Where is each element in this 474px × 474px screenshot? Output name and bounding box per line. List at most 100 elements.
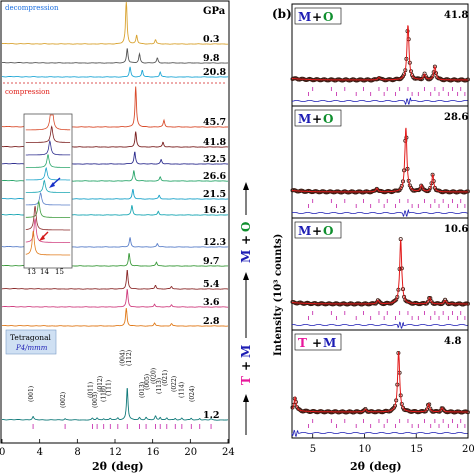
phase-label-part: O (323, 10, 333, 24)
hkl-label: (110) (101, 386, 108, 402)
pressure-label: 9.8 (203, 53, 220, 64)
x-tick-label: 20 (462, 444, 474, 455)
pressure-label: 45.7 (203, 117, 226, 128)
x-tick-label: 24 (222, 447, 235, 458)
phase-label-part: M (298, 224, 311, 238)
difference-curve (291, 209, 468, 217)
pressure-label: 5.4 (203, 279, 220, 290)
phase-label-o: O (239, 222, 253, 232)
phase-label-part: + (312, 10, 322, 24)
phase-label-part: M (298, 112, 311, 126)
hkl-label: (012) (97, 376, 104, 392)
hkl-label: (111) (105, 380, 112, 396)
pressure-label: 41.8 (203, 137, 227, 148)
inset-tick-14: 14 (40, 268, 49, 276)
hkl-label: (022) (171, 376, 178, 392)
trace-3_6 (1, 288, 228, 308)
phase-label-plus-2: + (239, 361, 253, 371)
hkl-label: (011) (87, 382, 94, 398)
inset-trace (25, 192, 71, 206)
observed-point (430, 74, 435, 79)
phase-label-part: + (312, 224, 322, 238)
phase-sequence-labels: M + O T + M (239, 182, 253, 435)
phase-label-m: M (239, 250, 253, 263)
phase-label-plus-1: + (239, 235, 253, 245)
tetragonal-label: Tetragonal (10, 333, 52, 342)
difference-curve (291, 429, 468, 437)
x-tick-label: 15 (410, 444, 423, 455)
trace-1_2 (2, 388, 228, 421)
hkl-label: (003) (92, 392, 99, 408)
difference-curve (292, 321, 468, 329)
decompression-label: decompression (5, 4, 59, 12)
compression-label: compression (5, 88, 50, 96)
rietveld-panel-28_6: M + O 28.6 (290, 105, 470, 219)
hkl-label: (001) (28, 386, 35, 402)
left-reflection-ticks (32, 424, 212, 429)
phase-label-part: O (323, 224, 333, 238)
rietveld-panel-4_8: T + M 4.8 (290, 329, 470, 439)
calculated-line (292, 127, 468, 193)
hkl-label: (113) (156, 378, 163, 394)
phase-label-box (294, 7, 342, 25)
rietveld-panels: M + O 41.8M + O 28.6M + O 10.6T + M 4.8 (290, 3, 470, 439)
observed-point (391, 405, 396, 410)
pressure-label: 12.3 (203, 237, 226, 248)
pressure-labels: 0.3 9.8 20.8 45.7 41.8 32.5 26.6 21.5 16.3 12.3 9.… (203, 34, 227, 421)
panel-frame (291, 329, 469, 439)
phase-label-part: M (323, 336, 336, 350)
inset-trace (25, 179, 71, 193)
trace-0_3 (1, 1, 228, 45)
pressure-label: 16.3 (203, 205, 226, 216)
pressure-label: 0.3 (203, 34, 220, 45)
hkl-label: (004) (119, 350, 126, 366)
inset-trace (25, 153, 71, 168)
x-tick-label: 12 (109, 447, 122, 458)
phase-arrow-upper-head (243, 182, 249, 190)
pressure-label: 26.6 (203, 171, 227, 182)
calculated-line (292, 239, 468, 305)
left-x-axis: 0 4 8 12 16 20 24 (0, 439, 235, 458)
trace-20_8 (1, 66, 228, 78)
hkl-label: (112) (126, 350, 133, 366)
phase-label-part: M (298, 10, 311, 24)
trace-2_8 (1, 307, 228, 327)
panel-b-label: (b) (272, 7, 292, 21)
observed-point (428, 185, 433, 190)
trace-5_4 (1, 270, 228, 290)
phase-label-part: + (312, 112, 322, 126)
phase-label-box (294, 221, 342, 239)
phase-label-part: T (298, 336, 307, 350)
trace-9_8 (2, 48, 228, 64)
observed-point (441, 408, 446, 413)
space-group-label: P4/mmm (15, 344, 48, 352)
inset-trace (25, 218, 71, 243)
phase-arrow-mid-head (243, 272, 249, 280)
red-arrow-head (39, 235, 45, 241)
x-tick-label: 5 (310, 444, 316, 455)
difference-curve (291, 97, 468, 105)
inset-trace (25, 166, 71, 181)
inset-tick-13: 13 (27, 268, 36, 276)
phase-label-box (294, 109, 342, 127)
inset-trace (25, 139, 71, 156)
rietveld-panel-10_6: M + O 10.6 (290, 217, 470, 331)
hkl-label: (024) (189, 386, 196, 402)
pressure-label: 32.5 (203, 154, 226, 165)
right-x-axis-label: 2θ (deg) (350, 460, 402, 473)
x-tick-label: 8 (74, 447, 80, 458)
x-tick-label: 16 (147, 447, 160, 458)
pressure-label: 3.6 (203, 297, 220, 308)
x-tick-label: 20 (184, 447, 197, 458)
inset-trace (25, 205, 71, 231)
pressure-label: 21.5 (203, 189, 226, 200)
right-x-axis: 5 10 15 20 (310, 434, 474, 455)
pressure-unit-label: GPa (203, 6, 226, 17)
inset-tick-15: 15 (55, 268, 64, 276)
x-tick-label: 4 (37, 447, 43, 458)
panel-pressure-label: 28.6 (444, 112, 468, 123)
hkl-label: (013) (139, 382, 146, 398)
x-tick-label: 0 (0, 447, 5, 458)
left-x-axis-label: 2θ (deg) (92, 460, 144, 473)
